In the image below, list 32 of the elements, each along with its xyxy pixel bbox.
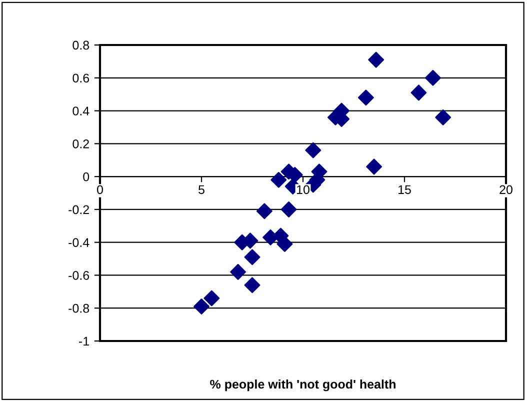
y-tick-label: 0.4 (72, 106, 90, 116)
point (244, 249, 260, 266)
x-axis-title: % people with 'not good' health (210, 379, 396, 392)
point (256, 203, 272, 220)
y-tick-label: -0.2 (68, 205, 89, 214)
point (366, 158, 382, 175)
point (280, 201, 297, 218)
y-tick-label: 0 (83, 172, 90, 182)
point (305, 142, 322, 158)
x-tick-label: 5 (198, 185, 204, 194)
point (270, 172, 287, 188)
y-tick-label: 0.6 (72, 74, 90, 83)
point (435, 109, 452, 126)
y-tick-label: -0.8 (68, 304, 90, 313)
point (358, 90, 374, 106)
point (230, 264, 246, 280)
point (368, 52, 384, 68)
x-tick-label: 0 (97, 185, 103, 194)
y-tick-label: -0.6 (68, 271, 90, 280)
y-tick-label: -0.4 (68, 238, 90, 247)
point (276, 236, 293, 252)
point (194, 298, 210, 314)
point (204, 290, 220, 306)
x-tick-label: 15 (398, 185, 411, 194)
y-tick-label: -1 (79, 336, 89, 346)
x-tick-label: 10 (297, 185, 310, 194)
x-tick-label: 20 (500, 185, 512, 194)
point (424, 70, 441, 86)
point (244, 277, 260, 294)
y-tick-label: 0.8 (72, 40, 90, 50)
point (410, 84, 427, 101)
y-tick-label: 0.2 (72, 139, 89, 148)
